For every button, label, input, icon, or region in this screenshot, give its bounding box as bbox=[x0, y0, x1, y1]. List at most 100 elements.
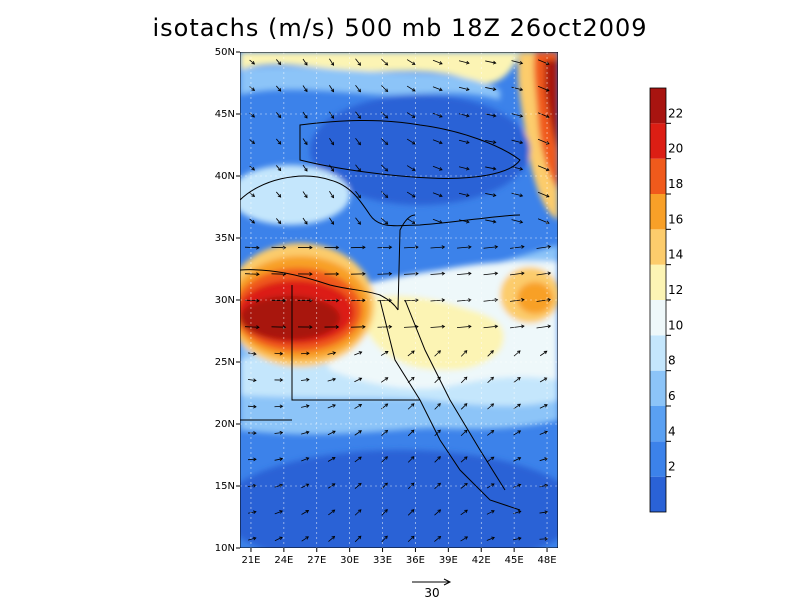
wind-arrow-head bbox=[517, 457, 522, 461]
wind-arrow bbox=[329, 85, 334, 92]
wind-arrow-head bbox=[304, 61, 308, 66]
wind-arrow bbox=[487, 350, 494, 357]
wind-arrow bbox=[377, 246, 392, 249]
wind-arrow-head bbox=[490, 456, 495, 461]
wind-arrow bbox=[381, 509, 388, 516]
wind-arrow-head bbox=[547, 297, 552, 302]
wind-arrow-head bbox=[251, 140, 255, 144]
wind-arrow bbox=[460, 403, 468, 410]
wind-arrow-head bbox=[335, 245, 340, 250]
wind-arrow-head bbox=[305, 510, 310, 514]
wind-arrow bbox=[513, 377, 521, 383]
wind-arrow-head bbox=[438, 167, 443, 171]
wind-arrow-head bbox=[277, 220, 282, 225]
wind-arrow-head bbox=[331, 457, 336, 461]
longitude-axis: 21E 24E 27E 30E 33E 36E 39E 42E 45E 48E bbox=[241, 548, 557, 566]
wind-arrow-head bbox=[437, 509, 442, 513]
wind-arrow-head bbox=[330, 141, 335, 146]
wind-arrow-head bbox=[517, 510, 522, 514]
wind-arrow bbox=[407, 429, 415, 437]
wind-arrow-head bbox=[277, 114, 282, 119]
wind-arrow bbox=[406, 112, 416, 118]
wind-arrow-head bbox=[494, 298, 499, 302]
wind-arrow bbox=[274, 458, 283, 461]
wind-arrow bbox=[434, 509, 441, 516]
coast-black-sea bbox=[299, 119, 521, 179]
wind-arrow-head bbox=[521, 271, 525, 276]
wind-arrow bbox=[301, 431, 309, 435]
wind-arrow-head bbox=[253, 457, 257, 462]
wind-arrow-head bbox=[305, 536, 309, 540]
wind-arrow bbox=[458, 192, 470, 197]
wind-arrow-head bbox=[492, 113, 497, 118]
wind-arrow bbox=[301, 405, 309, 408]
wind-arrow-head bbox=[251, 220, 255, 224]
colorbar-label: 20 bbox=[668, 142, 683, 156]
wind-arrow bbox=[327, 457, 336, 462]
wind-arrow bbox=[377, 326, 392, 328]
isotach-field bbox=[240, 52, 558, 548]
reference-arrow-label: 30 bbox=[424, 586, 439, 600]
wind-arrow-head bbox=[358, 482, 362, 487]
wind-arrow bbox=[301, 457, 309, 462]
wind-arrow-head bbox=[410, 509, 415, 513]
wind-arrow-head bbox=[305, 430, 310, 435]
lat-tick-label: 40N bbox=[215, 171, 235, 182]
wind-arrow-head bbox=[357, 535, 362, 540]
wind-arrow bbox=[276, 138, 281, 145]
wind-arrow bbox=[458, 86, 470, 91]
wind-arrow bbox=[460, 376, 468, 384]
wind-arrow bbox=[486, 456, 495, 463]
wind-arrow-head bbox=[362, 298, 366, 303]
wind-arrow bbox=[458, 139, 470, 144]
wind-arrow bbox=[355, 111, 361, 119]
wind-arrow-head bbox=[465, 113, 470, 118]
wind-arrow-head bbox=[492, 219, 497, 224]
wind-arrow-head bbox=[415, 271, 419, 276]
wind-arrow-head bbox=[468, 324, 472, 329]
wind-arrow bbox=[510, 246, 524, 249]
wind-arrow bbox=[537, 112, 550, 118]
wind-arrow-head bbox=[279, 536, 283, 541]
wind-arrow-head bbox=[335, 298, 340, 303]
wind-arrow-head bbox=[277, 167, 282, 172]
lon-tick-label: 48E bbox=[538, 555, 557, 566]
wind-arrow bbox=[485, 219, 496, 223]
lat-tick-label: 15N bbox=[215, 481, 235, 492]
wind-arrow-head bbox=[517, 536, 522, 541]
wind-arrow bbox=[511, 113, 523, 117]
wind-arrow-head bbox=[490, 376, 494, 381]
wind-arrow bbox=[407, 535, 415, 543]
wind-arrow bbox=[536, 325, 551, 329]
wind-arrow bbox=[539, 538, 548, 540]
wind-arrow-head bbox=[384, 482, 388, 487]
wind-arrow-head bbox=[309, 272, 313, 276]
wind-arrow bbox=[406, 85, 416, 92]
wind-arrow bbox=[434, 456, 441, 463]
wind-arrow bbox=[456, 299, 472, 302]
wind-arrow bbox=[327, 378, 336, 382]
wind-arrow-head bbox=[441, 271, 446, 276]
wind-arrow-head bbox=[384, 351, 389, 355]
wind-arrow-head bbox=[332, 377, 337, 382]
wind-arrow-head bbox=[411, 350, 415, 354]
east-18 bbox=[517, 282, 553, 314]
wind-arrow-head bbox=[388, 271, 393, 276]
wind-arrow-head bbox=[331, 535, 336, 540]
wind-arrow-head bbox=[517, 377, 521, 381]
wind-arrow-head bbox=[517, 403, 521, 408]
wind-arrow bbox=[355, 84, 361, 93]
colorbar-label: 4 bbox=[668, 424, 676, 438]
wind-arrow-head bbox=[253, 351, 257, 356]
wind-arrow-head bbox=[411, 88, 416, 92]
lat-tick-label: 45N bbox=[215, 109, 235, 120]
wind-arrow bbox=[536, 299, 551, 302]
wind-arrow bbox=[406, 59, 416, 65]
wind-arrow-head bbox=[384, 141, 389, 146]
wind-arrow bbox=[456, 246, 472, 249]
wind-arrow-head bbox=[384, 115, 389, 119]
wind-arrow bbox=[460, 509, 468, 516]
wind-arrow-head bbox=[335, 272, 340, 276]
lon-tick-label: 45E bbox=[505, 555, 524, 566]
lat-tick-label: 50N bbox=[215, 47, 235, 58]
